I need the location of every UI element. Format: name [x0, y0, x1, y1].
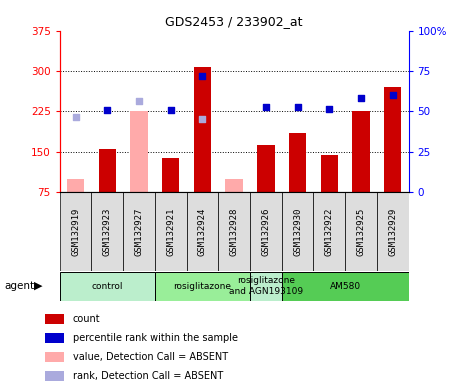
Bar	[250, 192, 282, 271]
Text: ▶: ▶	[34, 281, 42, 291]
Text: rank, Detection Call = ABSENT: rank, Detection Call = ABSENT	[73, 371, 223, 381]
Bar	[60, 192, 91, 271]
Text: value, Detection Call = ABSENT: value, Detection Call = ABSENT	[73, 352, 228, 362]
Bar	[282, 192, 313, 271]
Text: GSM132926: GSM132926	[261, 207, 270, 255]
Bar	[352, 111, 369, 192]
Bar	[289, 133, 306, 192]
Text: control: control	[91, 281, 123, 291]
Text: GSM132921: GSM132921	[166, 207, 175, 255]
Point	[389, 92, 396, 98]
Bar	[282, 271, 409, 301]
Bar	[45, 314, 64, 324]
Bar	[218, 192, 250, 271]
Bar	[60, 271, 155, 301]
Text: GSM132928: GSM132928	[230, 207, 239, 255]
Point	[199, 116, 206, 122]
Text: rosiglitazone: rosiglitazone	[174, 281, 231, 291]
Bar	[155, 192, 186, 271]
Text: GSM132919: GSM132919	[71, 207, 80, 255]
Bar	[377, 192, 409, 271]
Point	[72, 114, 79, 120]
Text: GSM132923: GSM132923	[103, 207, 112, 255]
Bar	[250, 271, 282, 301]
Point	[325, 106, 333, 112]
Text: GSM132925: GSM132925	[357, 207, 365, 255]
Bar	[155, 271, 250, 301]
Bar	[91, 192, 123, 271]
Bar	[45, 352, 64, 362]
Text: GSM132929: GSM132929	[388, 207, 397, 255]
Bar	[186, 192, 218, 271]
Text: rosiglitazone
and AGN193109: rosiglitazone and AGN193109	[229, 276, 303, 296]
Bar	[162, 158, 179, 192]
Point	[357, 95, 364, 101]
Bar	[384, 87, 401, 192]
Text: count: count	[73, 314, 100, 324]
Point	[167, 107, 174, 113]
Bar	[130, 111, 148, 192]
Bar	[45, 333, 64, 343]
Bar	[313, 192, 345, 271]
Text: GSM132924: GSM132924	[198, 207, 207, 255]
Point	[135, 98, 143, 104]
Text: agent: agent	[5, 281, 35, 291]
Bar	[67, 179, 84, 192]
Bar	[257, 145, 274, 192]
Text: GSM132927: GSM132927	[134, 207, 144, 255]
Bar	[320, 156, 338, 192]
Text: percentile rank within the sample: percentile rank within the sample	[73, 333, 238, 343]
Bar	[194, 67, 211, 192]
Bar	[45, 371, 64, 381]
Text: GSM132922: GSM132922	[325, 207, 334, 255]
Bar	[123, 192, 155, 271]
Bar	[225, 179, 243, 192]
Point	[262, 104, 269, 110]
Point	[199, 73, 206, 79]
Text: AM580: AM580	[330, 281, 361, 291]
Title: GDS2453 / 233902_at: GDS2453 / 233902_at	[165, 15, 303, 28]
Bar	[345, 192, 377, 271]
Point	[104, 107, 111, 113]
Point	[294, 104, 301, 110]
Text: GSM132930: GSM132930	[293, 207, 302, 255]
Bar	[99, 149, 116, 192]
